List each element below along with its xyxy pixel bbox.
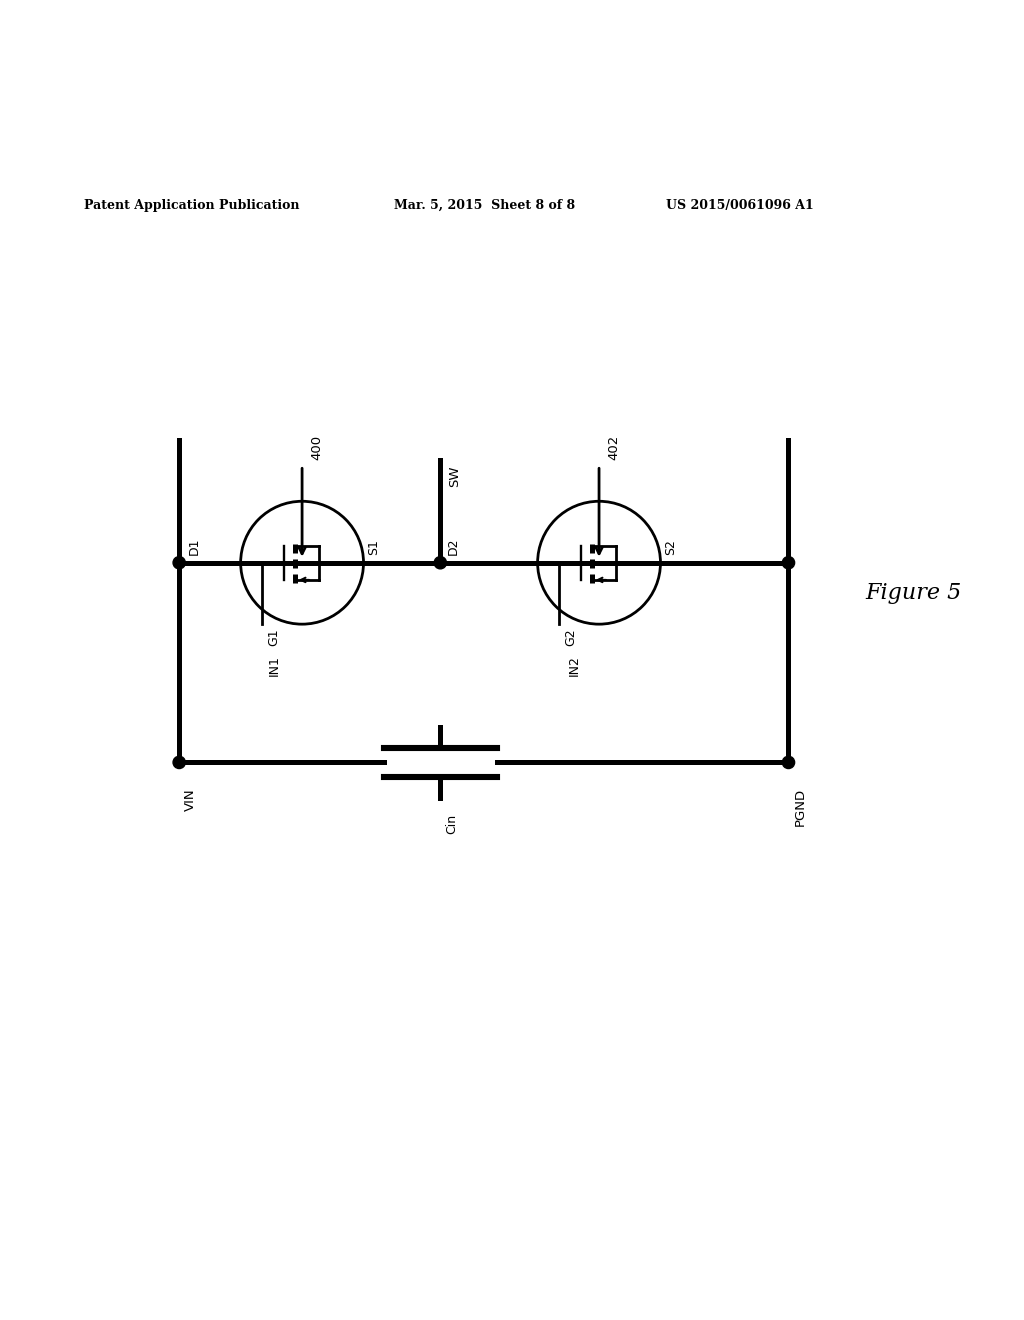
Text: SW: SW xyxy=(449,466,462,487)
Text: Patent Application Publication: Patent Application Publication xyxy=(84,199,299,211)
Text: Cin: Cin xyxy=(445,813,459,834)
Text: IN2: IN2 xyxy=(567,655,581,676)
Text: PGND: PGND xyxy=(794,788,807,826)
Text: US 2015/0061096 A1: US 2015/0061096 A1 xyxy=(666,199,813,211)
Text: VIN: VIN xyxy=(184,788,198,810)
Text: Figure 5: Figure 5 xyxy=(865,582,962,605)
Circle shape xyxy=(173,756,185,768)
Text: S2: S2 xyxy=(665,539,678,554)
Text: 400: 400 xyxy=(310,436,324,461)
Circle shape xyxy=(782,756,795,768)
Text: S1: S1 xyxy=(368,539,381,554)
Text: G1: G1 xyxy=(267,628,281,645)
Text: G2: G2 xyxy=(564,628,578,645)
Text: IN1: IN1 xyxy=(267,655,281,676)
Text: 402: 402 xyxy=(607,436,621,461)
Text: D1: D1 xyxy=(187,537,201,554)
Circle shape xyxy=(173,557,185,569)
Circle shape xyxy=(434,557,446,569)
Text: Mar. 5, 2015  Sheet 8 of 8: Mar. 5, 2015 Sheet 8 of 8 xyxy=(394,199,575,211)
Text: D2: D2 xyxy=(446,537,460,554)
Circle shape xyxy=(782,557,795,569)
